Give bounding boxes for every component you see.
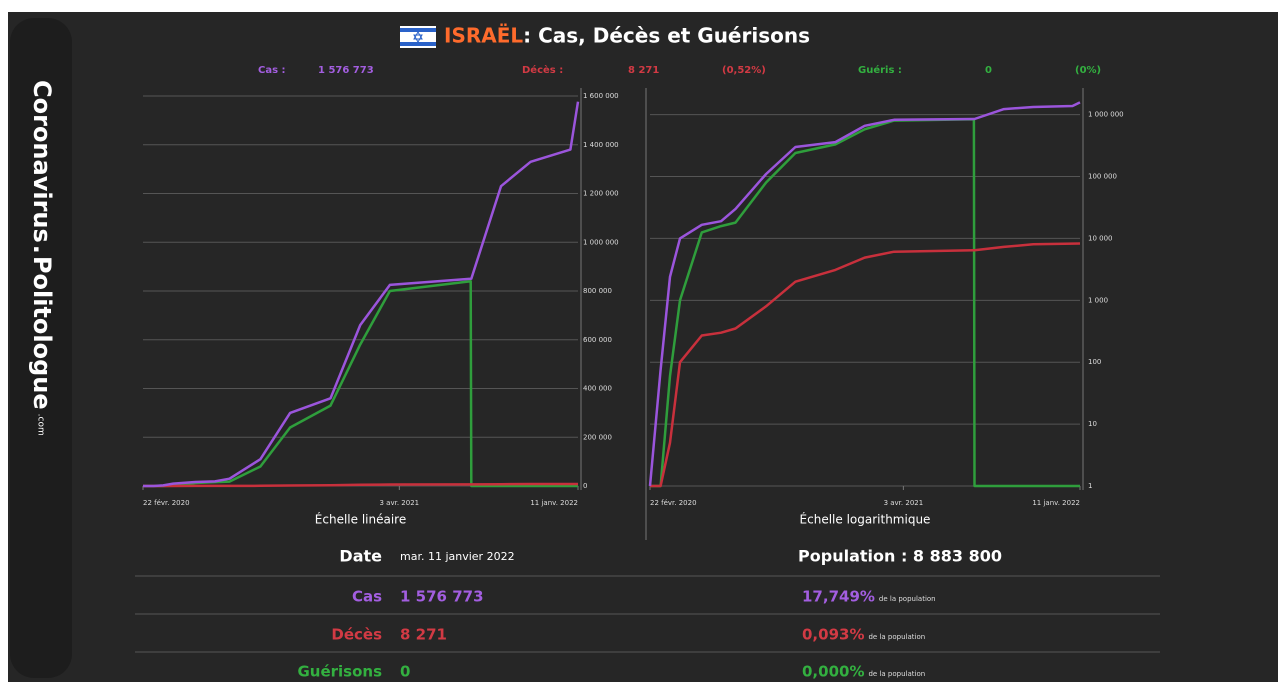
series-line <box>648 101 1081 487</box>
x-tick-label: 22 févr. 2020 <box>650 499 697 507</box>
title-rest: : Cas, Décès et Guérisons <box>523 24 810 48</box>
x-tick-label: 3 avr. 2021 <box>884 499 924 507</box>
brand-site: Politologue <box>28 256 56 410</box>
flag <box>400 26 436 48</box>
y-tick-label: 200 000 <box>583 433 612 441</box>
row-value: 0 <box>400 663 410 681</box>
row-note: de la population <box>868 670 925 678</box>
row-label: Guérisons <box>297 663 382 681</box>
row-percent: 0,093% <box>802 626 864 644</box>
y-tick-label: 1 <box>1088 482 1092 490</box>
y-tick-label: 1 000 000 <box>1088 111 1124 119</box>
series-line <box>143 482 578 488</box>
y-tick-label: 100 000 <box>1088 173 1117 181</box>
series-line <box>650 242 1081 488</box>
x-tick-label: 3 avr. 2021 <box>380 499 420 507</box>
y-tick-label: 600 000 <box>583 336 612 344</box>
x-tick-label: 11 janv. 2022 <box>1032 499 1080 507</box>
date-label: Date <box>339 547 382 566</box>
y-tick-label: 100 <box>1088 358 1101 366</box>
y-tick-label: 1 000 <box>1088 296 1108 304</box>
summary-extra: (0,52%) <box>722 65 766 76</box>
summary-value: 8 271 <box>628 65 659 76</box>
brand-main: Coronavirus <box>28 80 56 243</box>
row-value: 8 271 <box>400 626 447 644</box>
brand: Coronavirus . Politologue .com <box>28 80 56 436</box>
y-tick-label: 1 600 000 <box>583 92 619 100</box>
row-percent: 0,000% <box>802 663 864 681</box>
y-tick-label: 1 400 000 <box>583 141 619 149</box>
y-tick-label: 1 000 000 <box>583 238 619 246</box>
brand-dot: . <box>28 245 56 254</box>
summary-label: Guéris : <box>858 64 902 76</box>
y-tick-label: 1 200 000 <box>583 190 619 198</box>
y-tick-label: 400 000 <box>583 385 612 393</box>
date-value: mar. 11 janvier 2022 <box>400 550 515 563</box>
brand-bar <box>10 18 72 678</box>
row-percent: 17,749% <box>802 588 875 606</box>
title-country: ISRAËL <box>444 24 523 48</box>
y-tick-label: 10 <box>1088 420 1097 428</box>
x-axis-label: Échelle linéaire <box>315 512 406 527</box>
x-axis-label: Échelle logarithmique <box>800 512 931 527</box>
brand-tld: .com <box>36 414 46 436</box>
summary-label: Décès : <box>522 64 563 76</box>
x-tick-label: 11 janv. 2022 <box>530 499 578 507</box>
y-tick-label: 10 000 <box>1088 234 1113 242</box>
x-tick-label: 22 févr. 2020 <box>143 499 190 507</box>
summary-value: 1 576 773 <box>318 65 374 76</box>
summary-label: Cas : <box>258 65 286 76</box>
series-line <box>143 101 580 488</box>
y-tick-label: 800 000 <box>583 287 612 295</box>
panel <box>8 12 1278 682</box>
row-label: Cas <box>352 588 382 606</box>
series-line <box>650 118 1080 488</box>
row-note: de la population <box>868 633 925 641</box>
population: Population : 8 883 800 <box>798 547 1002 566</box>
y-tick-label: 0 <box>583 482 587 490</box>
summary-value: 0 <box>985 65 992 76</box>
row-value: 1 576 773 <box>400 588 484 606</box>
row-note: de la population <box>879 595 936 603</box>
row-label: Décès <box>331 626 382 644</box>
summary-extra: (0%) <box>1075 65 1101 76</box>
